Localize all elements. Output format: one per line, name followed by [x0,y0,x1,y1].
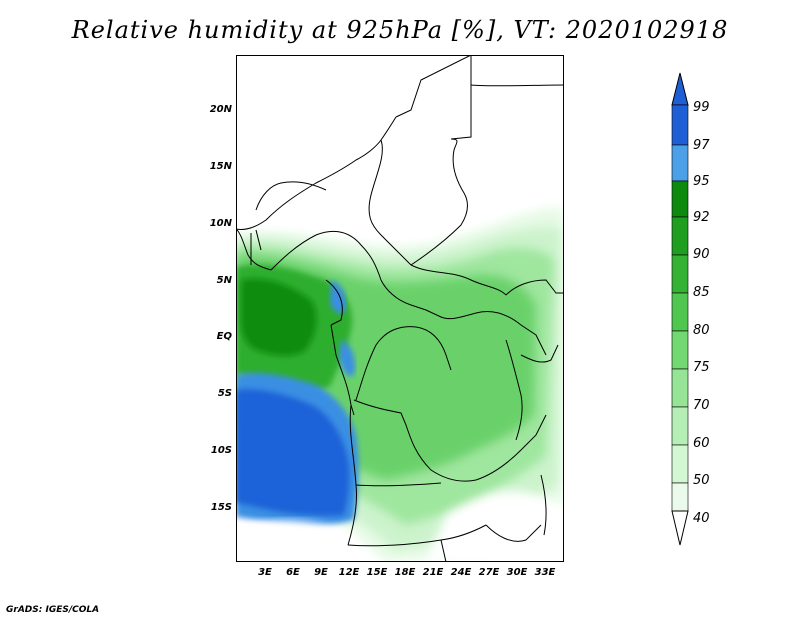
colorbar-label-80: 80 [693,323,710,338]
colorbar-label-40: 40 [693,511,710,526]
map-title: Relative humidity at 925hPa [%], VT: 202… [71,16,729,44]
rh-92-95-region [241,278,317,356]
colorbar-label-92: 92 [693,210,710,225]
map-frame [236,55,564,562]
colorbar-swatch-85-90 [671,254,689,294]
rh-97-99-region [236,389,350,516]
lat-label-15n: 15N [209,161,232,172]
colorbar-label-99: 99 [693,100,710,115]
colorbar-top-arrow [671,72,689,106]
rh-95-97-lake-patch [339,340,356,377]
colorbar [671,72,689,546]
map-panel [236,55,564,562]
lon-label-15e: 15E [366,567,388,578]
colorbar-swatch-80-85 [671,292,689,332]
colorbar-swatch-95-97 [671,144,689,182]
lat-label-10s: 10S [210,445,232,456]
rh-below-40-south [236,521,356,562]
lon-label-18e: 18E [394,567,416,578]
colorbar-swatch-60-70 [671,406,689,446]
lon-label-33e: 33E [534,567,556,578]
lat-label-eq: EQ [216,331,232,342]
lon-label-27e: 27E [478,567,500,578]
colorbar-label-90: 90 [693,247,710,262]
colorbar-label-70: 70 [693,398,710,413]
colorbar-label-97: 97 [693,138,710,153]
lon-label-30e: 30E [506,567,528,578]
colorbar-swatch-92-95 [671,180,689,218]
lon-label-12e: 12E [338,567,360,578]
colorbar-swatch-40-50 [671,482,689,512]
lon-label-21e: 21E [422,567,444,578]
software-credit: GrADS: IGES/COLA [6,605,100,615]
colorbar-swatch-75-80 [671,330,689,370]
lat-label-10n: 10N [209,218,232,229]
lat-label-5n: 5N [216,275,232,286]
colorbar-bottom-arrow [671,510,689,546]
lat-label-20n: 20N [209,104,232,115]
country-borders [236,55,564,562]
lon-label-24e: 24E [450,567,472,578]
colorbar-label-95: 95 [693,174,710,189]
colorbar-swatch-90-92 [671,216,689,256]
colorbar-swatch-97-99 [671,104,689,146]
rh-below-40-southeast [426,491,564,562]
lat-label-15s: 15S [210,502,232,513]
colorbar-swatch-50-60 [671,444,689,484]
colorbar-label-75: 75 [693,360,710,375]
colorbar-label-60: 60 [693,436,710,451]
lat-label-5s: 5S [217,388,232,399]
lon-label-9e: 9E [314,567,328,578]
lon-label-6e: 6E [286,567,300,578]
humidity-map [236,55,564,562]
colorbar-label-85: 85 [693,285,710,300]
lon-label-3e: 3E [258,567,272,578]
colorbar-swatch-70-75 [671,368,689,408]
colorbar-label-50: 50 [693,473,710,488]
